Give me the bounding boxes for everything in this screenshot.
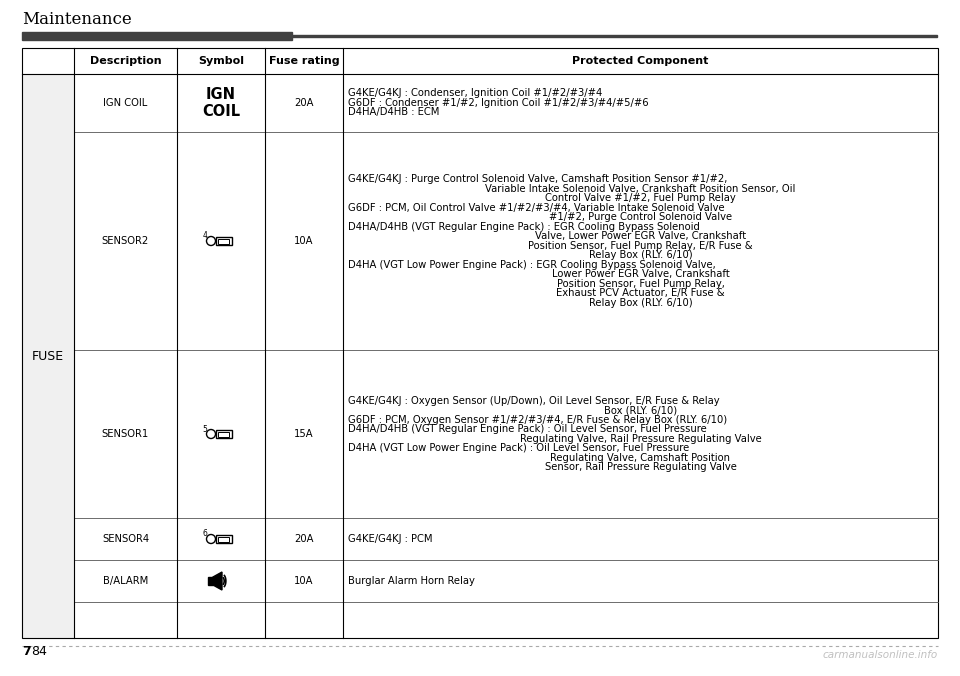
Text: Protected Component: Protected Component [572, 56, 708, 66]
Bar [215, 535, 231, 543]
Text: B/ALARM: B/ALARM [103, 576, 148, 586]
Text: SENSOR2: SENSOR2 [102, 236, 149, 246]
Text: Maintenance: Maintenance [22, 11, 132, 28]
Text: G4KE/G4KJ : Condenser, Ignition Coil #1/#2/#3/#4: G4KE/G4KJ : Condenser, Ignition Coil #1/… [348, 89, 602, 99]
Text: Description: Description [89, 56, 161, 66]
Text: Exhaust PCV Actuator, E/R Fuse &: Exhaust PCV Actuator, E/R Fuse & [556, 288, 725, 298]
Text: Box (RLY. 6/10): Box (RLY. 6/10) [604, 405, 677, 415]
Bar [215, 430, 231, 438]
Text: #1/#2, Purge Control Solenoid Valve: #1/#2, Purge Control Solenoid Valve [549, 212, 732, 222]
Bar [208, 577, 213, 585]
Bar [218, 431, 229, 437]
Text: IGN COIL: IGN COIL [104, 98, 148, 108]
Text: Variable Intake Solenoid Valve, Crankshaft Position Sensor, Oil: Variable Intake Solenoid Valve, Cranksha… [486, 184, 796, 194]
Text: D4HA (VGT Low Power Engine Pack) : Oil Level Sensor, Fuel Pressure: D4HA (VGT Low Power Engine Pack) : Oil L… [348, 443, 689, 453]
Text: Symbol: Symbol [198, 56, 244, 66]
Text: D4HA (VGT Low Power Engine Pack) : EGR Cooling Bypass Solenoid Valve,: D4HA (VGT Low Power Engine Pack) : EGR C… [348, 260, 716, 270]
Bar [22, 48, 938, 74]
Bar [22, 48, 938, 638]
Text: 20A: 20A [295, 98, 314, 108]
Text: FUSE: FUSE [32, 349, 64, 362]
Text: 84: 84 [31, 645, 47, 658]
Text: carmanualsonline.info: carmanualsonline.info [823, 650, 938, 660]
Text: Relay Box (RLY. 6/10): Relay Box (RLY. 6/10) [588, 250, 692, 260]
Bar [292, 35, 937, 37]
Text: Control Valve #1/#2, Fuel Pump Relay: Control Valve #1/#2, Fuel Pump Relay [545, 193, 736, 203]
Text: SENSOR4: SENSOR4 [102, 534, 149, 544]
Text: G6DF : PCM, Oil Control Valve #1/#2/#3/#4, Variable Intake Solenoid Valve: G6DF : PCM, Oil Control Valve #1/#2/#3/#… [348, 203, 725, 213]
Bar [22, 74, 74, 638]
Text: D4HA/D4HB (VGT Regular Engine Pack) : Oil Level Sensor, Fuel Pressure: D4HA/D4HB (VGT Regular Engine Pack) : Oi… [348, 425, 707, 434]
Text: 10A: 10A [295, 236, 314, 246]
Text: Fuse rating: Fuse rating [269, 56, 339, 66]
Text: IGN
COIL: IGN COIL [202, 87, 240, 119]
Text: Valve, Lower Power EGR Valve, Crankshaft: Valve, Lower Power EGR Valve, Crankshaft [535, 231, 746, 241]
Text: G6DF : Condenser #1/#2, Ignition Coil #1/#2/#3/#4/#5/#6: G6DF : Condenser #1/#2, Ignition Coil #1… [348, 98, 649, 108]
Text: 4: 4 [203, 231, 207, 241]
Text: Position Sensor, Fuel Pump Relay, E/R Fuse &: Position Sensor, Fuel Pump Relay, E/R Fu… [528, 241, 753, 251]
Text: Regulating Valve, Rail Pressure Regulating Valve: Regulating Valve, Rail Pressure Regulati… [519, 434, 761, 443]
Text: Lower Power EGR Valve, Crankshaft: Lower Power EGR Valve, Crankshaft [552, 269, 730, 279]
Bar [218, 537, 229, 541]
Text: G4KE/G4KJ : PCM: G4KE/G4KJ : PCM [348, 534, 433, 544]
Text: 15A: 15A [294, 429, 314, 439]
Bar [22, 32, 292, 40]
Bar [218, 239, 229, 243]
Text: D4HA/D4HB : ECM: D4HA/D4HB : ECM [348, 107, 440, 118]
Text: 7: 7 [22, 645, 31, 658]
Text: 20A: 20A [295, 534, 314, 544]
Text: G4KE/G4KJ : Oxygen Sensor (Up/Down), Oil Level Sensor, E/R Fuse & Relay: G4KE/G4KJ : Oxygen Sensor (Up/Down), Oil… [348, 395, 720, 406]
Text: Position Sensor, Fuel Pump Relay,: Position Sensor, Fuel Pump Relay, [557, 279, 725, 289]
Text: G4KE/G4KJ : Purge Control Solenoid Valve, Camshaft Position Sensor #1/#2,: G4KE/G4KJ : Purge Control Solenoid Valve… [348, 174, 728, 185]
Text: 10A: 10A [295, 576, 314, 586]
Text: Relay Box (RLY. 6/10): Relay Box (RLY. 6/10) [588, 297, 692, 308]
Bar [215, 237, 231, 245]
Text: Burglar Alarm Horn Relay: Burglar Alarm Horn Relay [348, 576, 475, 586]
Text: 6: 6 [203, 529, 207, 539]
Text: 5: 5 [203, 425, 207, 433]
Polygon shape [213, 572, 222, 590]
Text: G6DF : PCM, Oxygen Sensor #1/#2/#3/#4, E/R Fuse & Relay Box (RLY. 6/10): G6DF : PCM, Oxygen Sensor #1/#2/#3/#4, E… [348, 415, 727, 425]
Text: D4HA/D4HB (VGT Regular Engine Pack) : EGR Cooling Bypass Solenoid: D4HA/D4HB (VGT Regular Engine Pack) : EG… [348, 222, 700, 232]
Text: Sensor, Rail Pressure Regulating Valve: Sensor, Rail Pressure Regulating Valve [544, 462, 736, 473]
Text: SENSOR1: SENSOR1 [102, 429, 149, 439]
Text: Regulating Valve, Camshaft Position: Regulating Valve, Camshaft Position [550, 453, 731, 463]
